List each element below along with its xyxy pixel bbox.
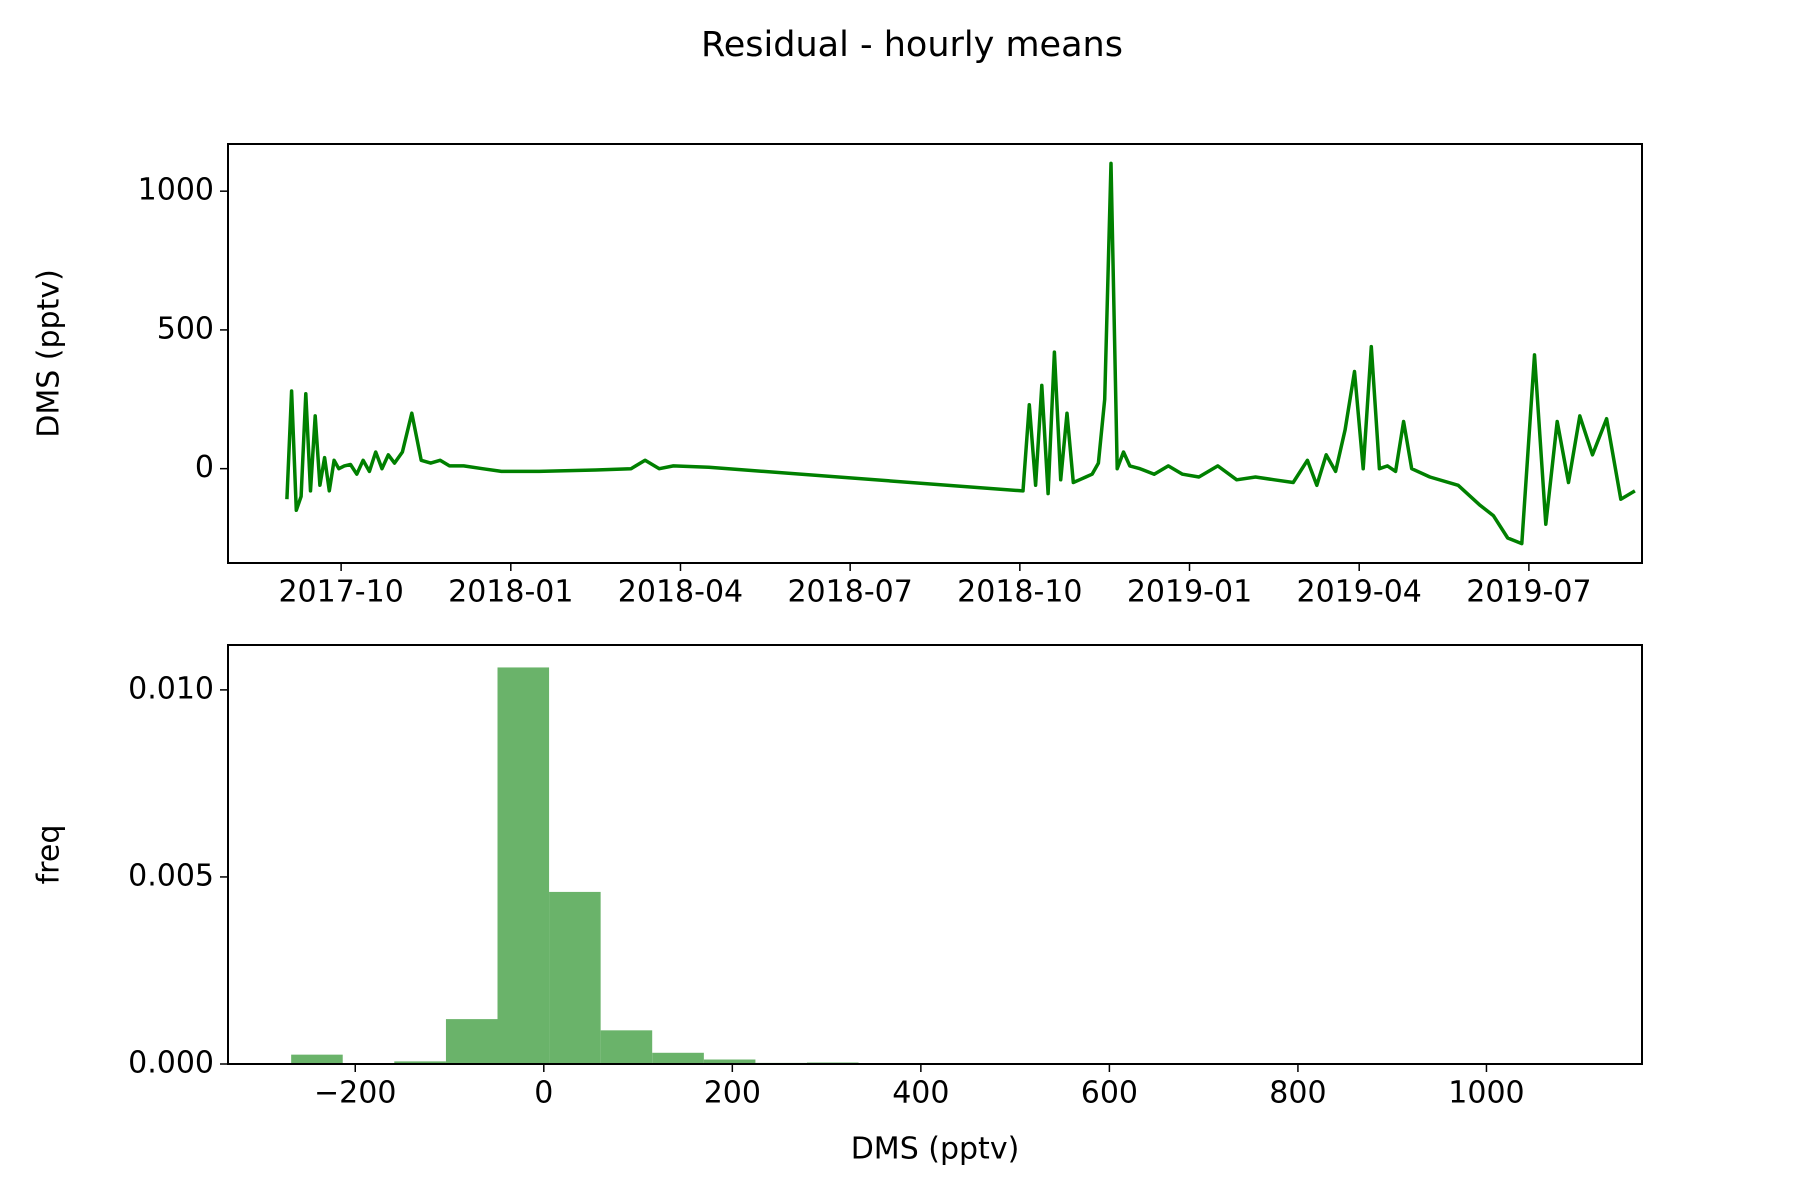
x-tick-label: 2018-07 (787, 575, 912, 610)
x-tick-label: 2018-01 (448, 575, 573, 610)
histogram-bar (497, 667, 550, 1064)
figure-title: Residual - hourly means (701, 25, 1123, 65)
x-tick-label: 2018-10 (957, 575, 1082, 610)
plot-frame (227, 143, 1643, 564)
x-tick-label: 2017-10 (278, 575, 403, 610)
y-tick-label: 500 (157, 311, 214, 346)
histogram-bar (600, 1030, 653, 1064)
x-tick-label: 2018-04 (618, 575, 743, 610)
y-tick-label: 0.005 (128, 858, 214, 893)
y-tick-label: 1000 (138, 173, 214, 208)
histogram-bar (394, 1061, 446, 1064)
x-tick-label: 0 (534, 1076, 553, 1111)
y-axis-label: DMS (pptv) (32, 269, 67, 438)
histogram-bar (652, 1052, 704, 1064)
plot-frame (227, 644, 1643, 1065)
x-tick-label: 400 (892, 1076, 949, 1111)
x-tick-label: 800 (1269, 1076, 1326, 1111)
histogram-bar (703, 1059, 756, 1064)
y-tick-label: 0.010 (128, 671, 214, 706)
x-tick-label: 1000 (1448, 1076, 1524, 1111)
x-tick-label: 600 (1081, 1076, 1138, 1111)
x-tick-label: 2019-01 (1127, 575, 1252, 610)
histogram-bar (445, 1019, 498, 1064)
x-tick-label: 2019-04 (1297, 575, 1422, 610)
histogram-bar (291, 1054, 343, 1064)
y-axis-label: freq (32, 825, 67, 885)
histogram-bar (549, 891, 601, 1064)
x-axis-label: DMS (pptv) (851, 1132, 1020, 1167)
x-tick-label: −200 (314, 1076, 396, 1111)
y-tick-label: 0 (195, 450, 214, 485)
data-line (285, 161, 1636, 546)
x-tick-label: 2019-07 (1466, 575, 1591, 610)
y-tick-label: 0.000 (128, 1046, 214, 1081)
x-tick-label: 200 (704, 1076, 761, 1111)
